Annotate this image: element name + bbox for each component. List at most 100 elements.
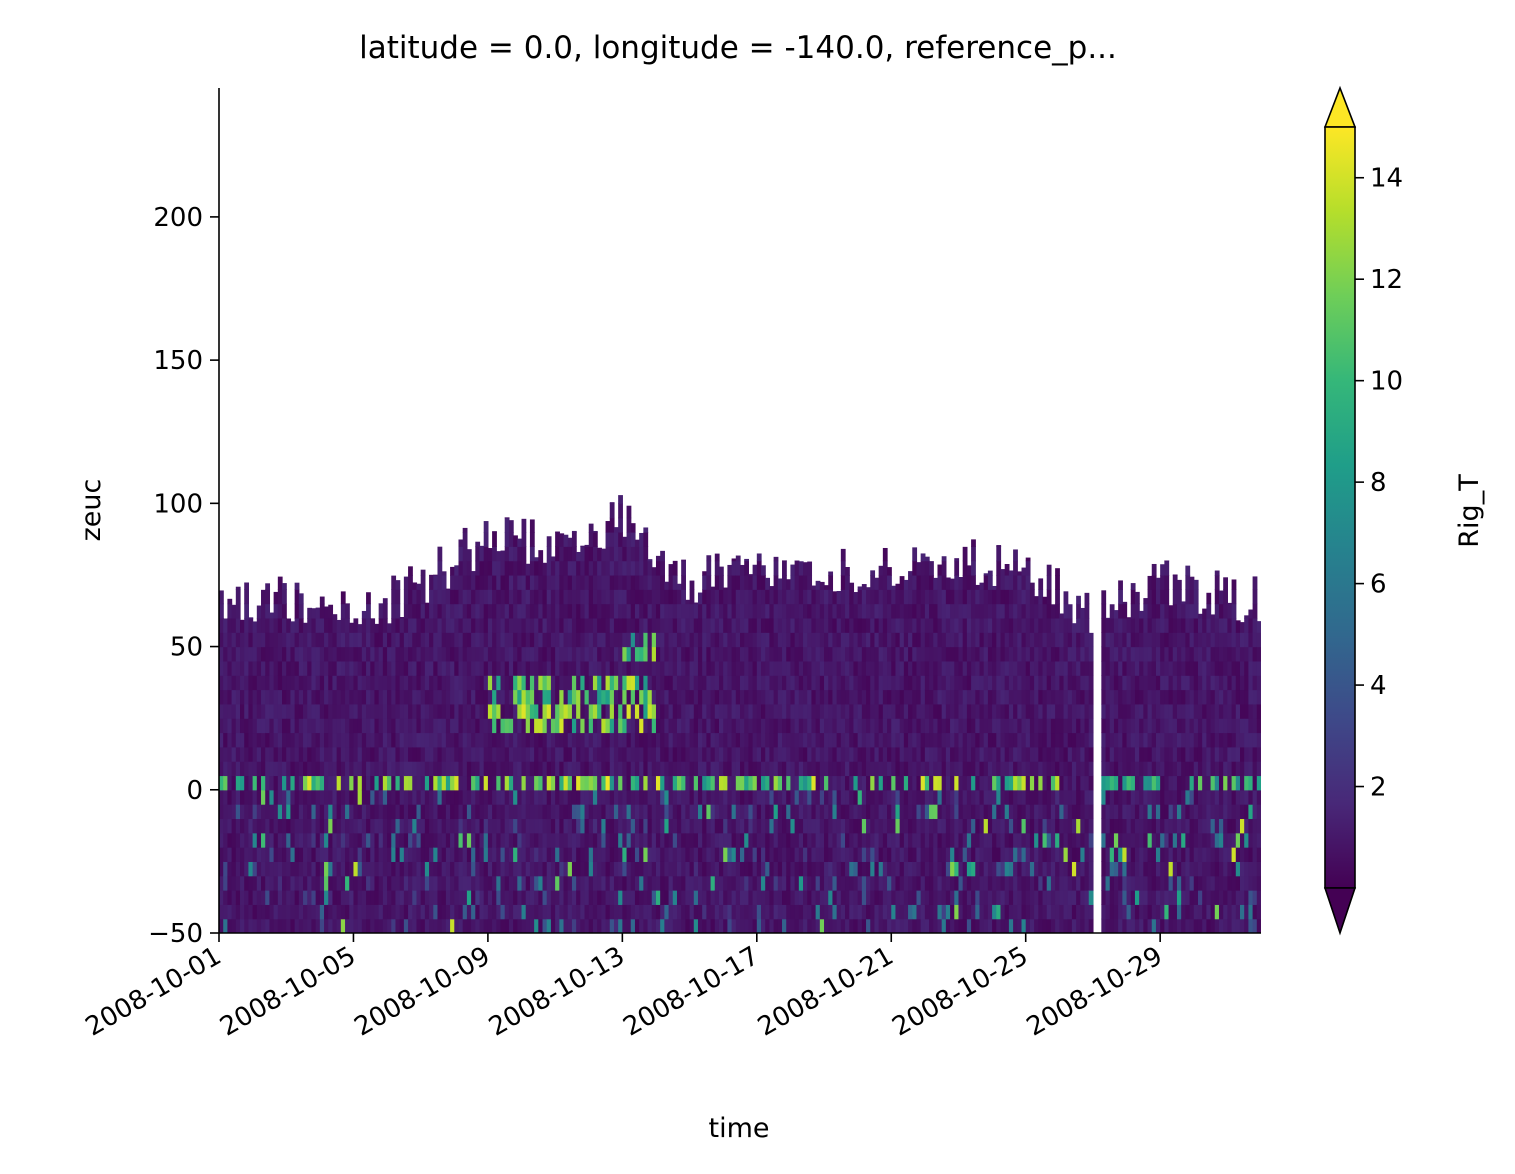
heatmap-cell xyxy=(273,689,279,705)
heatmap-cell xyxy=(555,890,560,905)
heatmap-cell xyxy=(815,660,821,676)
heatmap-cell xyxy=(550,646,556,662)
heatmap-cell xyxy=(664,832,670,848)
heatmap-cell xyxy=(983,574,989,590)
heatmap-cell xyxy=(849,589,855,605)
heatmap-cell xyxy=(235,746,241,762)
heatmap-cell xyxy=(408,689,413,705)
heatmap-cell xyxy=(832,603,838,619)
heatmap-cell xyxy=(580,574,586,590)
heatmap-cell xyxy=(714,675,720,691)
heatmap-cell xyxy=(298,789,304,805)
heatmap-cell xyxy=(681,660,686,676)
heatmap-cell xyxy=(269,617,275,633)
heatmap-cell xyxy=(563,890,569,905)
heatmap-cell xyxy=(744,875,749,891)
heatmap-cell xyxy=(471,832,476,848)
heatmap-cell xyxy=(454,703,460,719)
heatmap-cell xyxy=(483,818,489,834)
heatmap-cell xyxy=(240,804,245,820)
heatmap-cell xyxy=(840,746,846,762)
heatmap-cell xyxy=(866,818,871,834)
heatmap-cell xyxy=(462,531,468,547)
heatmap-cell xyxy=(223,904,228,920)
heatmap-cell xyxy=(567,660,573,676)
heatmap-cell xyxy=(819,632,825,648)
heatmap-cell xyxy=(853,617,859,633)
heatmap-cell xyxy=(580,832,586,848)
heatmap-cell xyxy=(508,589,514,605)
heatmap-cell xyxy=(1000,918,1006,933)
heatmap-cell xyxy=(500,718,506,734)
heatmap-cell xyxy=(777,832,783,848)
heatmap-cell xyxy=(601,804,607,820)
heatmap-cell xyxy=(664,718,670,734)
heatmap-cell xyxy=(723,587,728,590)
heatmap-cell xyxy=(504,517,510,533)
heatmap-cell xyxy=(1025,557,1031,562)
heatmap-cell xyxy=(740,875,745,891)
heatmap-cell xyxy=(483,531,489,547)
heatmap-cell xyxy=(924,617,930,633)
heatmap-cell xyxy=(227,904,233,920)
heatmap-cell xyxy=(555,574,560,590)
heatmap-cell xyxy=(685,689,691,705)
heatmap-cell xyxy=(559,689,565,705)
heatmap-cell xyxy=(752,703,758,719)
heatmap-cell xyxy=(954,847,960,862)
heatmap-cell xyxy=(945,761,951,777)
heatmap-cell xyxy=(429,918,434,933)
heatmap-cell xyxy=(1013,904,1018,920)
heatmap-cell xyxy=(765,577,771,590)
heatmap-cell xyxy=(937,746,943,762)
heatmap-cell xyxy=(773,746,779,762)
heatmap-cell xyxy=(345,660,350,676)
heatmap-cell xyxy=(546,560,552,576)
heatmap-cell xyxy=(340,617,346,633)
heatmap-cell xyxy=(786,589,792,605)
heatmap-cell xyxy=(727,660,733,676)
heatmap-cell xyxy=(605,875,611,891)
heatmap-cell xyxy=(319,646,325,662)
heatmap-cell xyxy=(601,904,607,920)
heatmap-cell xyxy=(786,775,792,791)
heatmap-cell xyxy=(811,703,817,719)
heatmap-cell xyxy=(286,832,292,848)
heatmap-cell xyxy=(517,746,523,762)
heatmap-cell xyxy=(752,832,758,848)
heatmap-cell xyxy=(609,746,615,762)
heatmap-cell xyxy=(450,761,455,777)
heatmap-cell xyxy=(324,761,329,777)
heatmap-cell xyxy=(618,646,623,662)
heatmap-cell xyxy=(483,804,489,820)
heatmap-cell xyxy=(483,789,489,805)
heatmap-cell xyxy=(357,775,363,791)
heatmap-cell xyxy=(861,861,867,877)
heatmap-cell xyxy=(487,548,493,562)
heatmap-cell xyxy=(496,847,502,862)
heatmap-cell xyxy=(349,761,355,777)
heatmap-cell xyxy=(605,818,611,834)
heatmap-cell xyxy=(639,847,644,862)
heatmap-cell xyxy=(706,632,712,648)
heatmap-cell xyxy=(382,646,388,662)
heatmap-cell xyxy=(987,675,993,691)
heatmap-cell xyxy=(265,718,271,734)
heatmap-cell xyxy=(840,861,846,877)
heatmap-cell xyxy=(529,660,535,676)
heatmap-cell xyxy=(500,861,506,877)
heatmap-cell xyxy=(987,890,993,905)
heatmap-cell xyxy=(740,818,745,834)
heatmap-cell xyxy=(782,775,787,791)
heatmap-cell xyxy=(761,761,766,777)
heatmap-cell xyxy=(878,689,884,705)
heatmap-cell xyxy=(933,675,939,691)
heatmap-cell xyxy=(622,718,628,734)
heatmap-cell xyxy=(714,890,720,905)
heatmap-cell xyxy=(647,918,653,933)
heatmap-cell xyxy=(761,832,766,848)
heatmap-cell xyxy=(836,746,842,762)
heatmap-cell xyxy=(824,589,829,605)
heatmap-cell xyxy=(891,589,897,605)
heatmap-cell xyxy=(508,775,514,791)
